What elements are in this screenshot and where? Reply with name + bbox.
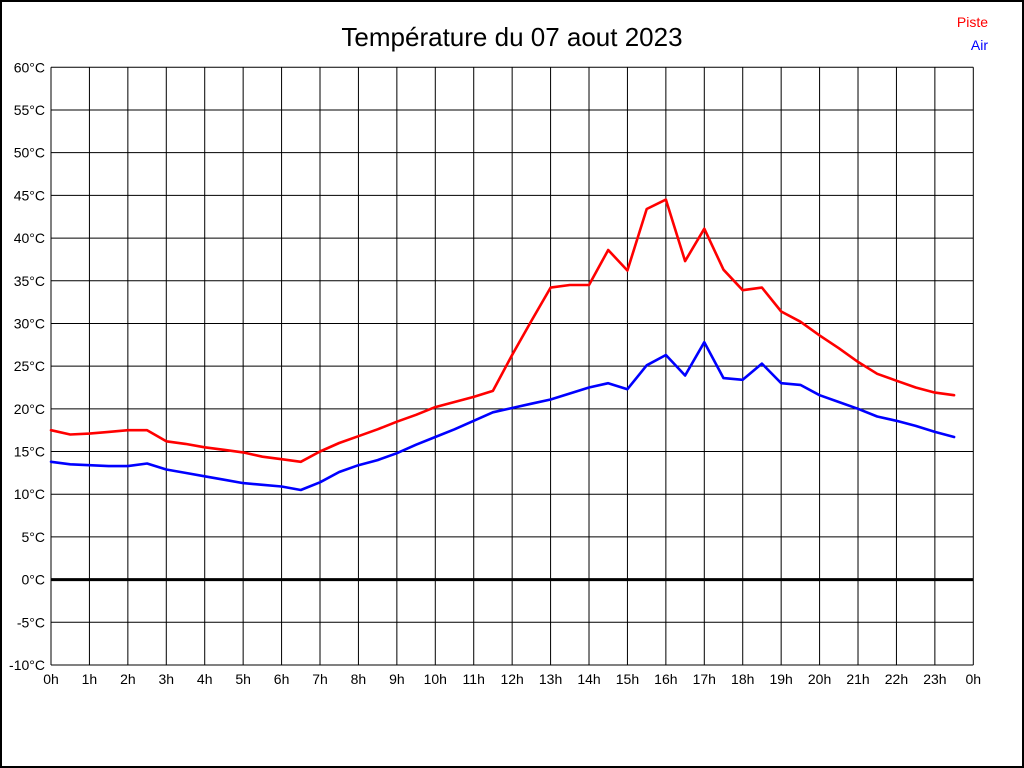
x-tick-label: 23h <box>923 671 946 687</box>
y-tick-label: 40°C <box>14 230 45 246</box>
x-tick-label: 6h <box>274 671 290 687</box>
chart-legend: Piste Air <box>957 14 988 54</box>
y-tick-label: 15°C <box>14 444 45 460</box>
y-tick-label: 45°C <box>14 187 45 203</box>
legend-item-piste: Piste <box>956 14 988 30</box>
x-tick-label: 0h <box>966 671 982 687</box>
series-line-piste <box>49 198 956 464</box>
series-line-air <box>49 340 956 492</box>
x-tick-label: 3h <box>158 671 174 687</box>
x-tick-label: 13h <box>539 671 562 687</box>
legend-item-air: Air <box>970 37 988 53</box>
y-tick-label: 20°C <box>14 401 45 417</box>
y-tick-label: 25°C <box>14 358 45 374</box>
x-tick-label: 1h <box>82 671 98 687</box>
y-tick-label: 30°C <box>14 315 45 331</box>
x-tick-label: 2h <box>120 671 136 687</box>
y-tick-label: 60°C <box>14 59 45 75</box>
y-tick-label: -10°C <box>9 657 45 673</box>
x-tick-label: 10h <box>424 671 447 687</box>
x-tick-label: 17h <box>693 671 716 687</box>
x-tick-label: 22h <box>885 671 908 687</box>
x-tick-label: 8h <box>351 671 367 687</box>
y-tick-label: 50°C <box>14 145 45 161</box>
chart-title: Température du 07 aout 2023 <box>341 22 683 52</box>
x-tick-label: 19h <box>769 671 792 687</box>
x-tick-label: 7h <box>312 671 328 687</box>
y-tick-label: 55°C <box>14 102 45 118</box>
x-tick-label: 9h <box>389 671 405 687</box>
x-tick-label: 14h <box>577 671 600 687</box>
x-tick-label: 5h <box>235 671 251 687</box>
x-tick-label: 11h <box>463 671 485 687</box>
x-tick-label: 16h <box>654 671 677 687</box>
y-tick-label: 0°C <box>22 572 46 588</box>
y-tick-label: 10°C <box>14 486 45 502</box>
y-tick-label: -5°C <box>17 614 45 630</box>
y-tick-label: 5°C <box>22 529 46 545</box>
x-tick-label: 15h <box>616 671 639 687</box>
x-tick-label: 0h <box>43 671 59 687</box>
x-tick-label: 21h <box>846 671 869 687</box>
x-tick-label: 20h <box>808 671 831 687</box>
x-tick-label: 12h <box>500 671 523 687</box>
x-tick-label: 4h <box>197 671 213 687</box>
x-tick-label: 18h <box>731 671 754 687</box>
y-tick-label: 35°C <box>14 273 45 289</box>
